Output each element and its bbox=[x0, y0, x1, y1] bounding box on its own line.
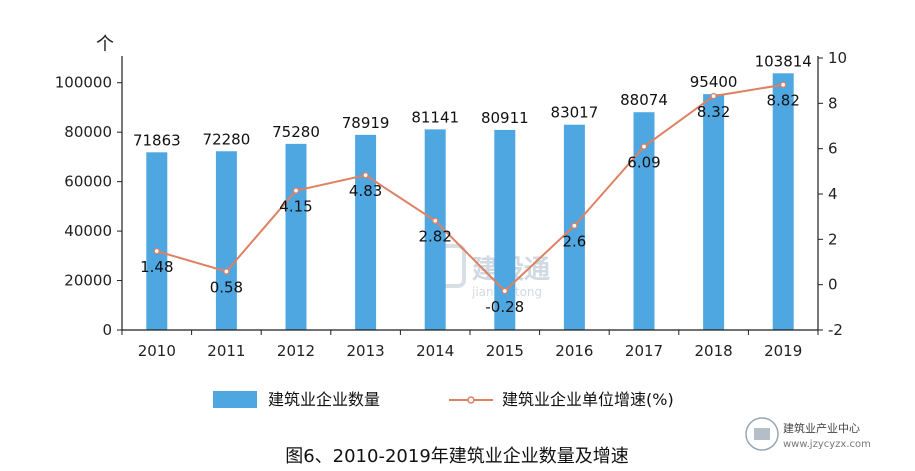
growth-value-label: 6.09 bbox=[627, 154, 660, 172]
bar-2014 bbox=[424, 129, 446, 330]
bar-value-label: 71863 bbox=[133, 131, 181, 149]
growth-value-label: 8.32 bbox=[697, 103, 730, 121]
bar-value-label: 88074 bbox=[620, 91, 668, 109]
right-tick-label: 10 bbox=[828, 49, 847, 67]
x-tick-label: 2010 bbox=[138, 342, 176, 360]
growth-value-label: 4.15 bbox=[279, 198, 312, 216]
growth-value-label: 0.58 bbox=[210, 279, 243, 297]
growth-point-2014 bbox=[432, 217, 439, 224]
legend-line-marker bbox=[467, 396, 475, 404]
growth-point-2011 bbox=[223, 268, 230, 275]
bar-2011 bbox=[215, 151, 237, 330]
growth-value-label: 2.82 bbox=[418, 228, 451, 246]
bar-2015 bbox=[494, 129, 516, 330]
growth-point-2015 bbox=[501, 287, 508, 295]
right-tick-label: 0 bbox=[828, 276, 838, 294]
legend-bar-swatch bbox=[213, 391, 257, 408]
x-tick-label: 2019 bbox=[764, 342, 802, 360]
legend-line-label: 建筑业企业单位增速(%) bbox=[502, 390, 674, 409]
logo-name: 建筑业产业中心 bbox=[783, 421, 860, 435]
growth-value-label: 2.6 bbox=[562, 233, 586, 251]
bar-2017 bbox=[633, 112, 655, 331]
bar-value-label: 80911 bbox=[481, 109, 529, 127]
data-labels: 71863 72280 75280 78919 81141 80911 83017 88074… bbox=[133, 52, 812, 316]
legend-bar-label: 建筑业企业数量 bbox=[268, 390, 380, 409]
growth-value-label: 4.83 bbox=[349, 182, 382, 200]
watermark: 建设通 jianshetong bbox=[430, 244, 550, 299]
bar-2019 bbox=[772, 73, 794, 330]
legend: 建筑业企业数量 建筑业企业单位增速(%) bbox=[213, 390, 674, 409]
bar-value-label: 78919 bbox=[342, 114, 390, 132]
growth-line bbox=[156, 83, 784, 293]
logo-building-icon bbox=[754, 428, 770, 440]
left-tick-label: 80000 bbox=[64, 123, 112, 141]
left-tick-label: 100000 bbox=[55, 74, 112, 92]
axes: 0 20000 40000 60000 80000 100000 -2 0 2 4 6 8 10 2010… bbox=[55, 49, 847, 360]
growth-point-2016 bbox=[571, 222, 578, 229]
growth-value-label: 1.48 bbox=[140, 258, 173, 276]
growth-point-2010 bbox=[153, 247, 160, 255]
x-tick-label: 2015 bbox=[486, 342, 524, 360]
growth-point-2013 bbox=[362, 172, 369, 179]
logo-url: www.jzycyzx.com bbox=[783, 439, 871, 450]
growth-point-2017 bbox=[640, 143, 648, 150]
growth-point-2019 bbox=[780, 81, 787, 88]
x-tick-label: 2018 bbox=[695, 342, 733, 360]
left-tick-label: 20000 bbox=[64, 272, 112, 290]
left-axis-unit: 个 bbox=[96, 34, 114, 55]
bar-2013 bbox=[355, 134, 377, 330]
bar-2010 bbox=[146, 152, 168, 330]
bar-value-label: 83017 bbox=[551, 104, 599, 122]
right-tick-label: 2 bbox=[828, 230, 838, 248]
growth-value-label: 8.82 bbox=[766, 92, 799, 110]
logo-icon bbox=[745, 417, 779, 451]
x-tick-label: 2013 bbox=[347, 342, 385, 360]
right-tick-label: 6 bbox=[828, 140, 838, 158]
x-tick-label: 2017 bbox=[625, 342, 663, 360]
x-tick-label: 2014 bbox=[416, 342, 454, 360]
bar-value-label: 95400 bbox=[690, 73, 738, 91]
line-series bbox=[153, 81, 787, 295]
bar-value-label: 72280 bbox=[203, 130, 251, 148]
left-tick-label: 0 bbox=[102, 321, 112, 339]
right-tick-label: 4 bbox=[828, 185, 838, 203]
left-tick-label: 40000 bbox=[64, 222, 112, 240]
chart-caption: 图6、2010-2019年建筑业企业数量及增速 bbox=[285, 446, 629, 467]
bar-value-label: 75280 bbox=[272, 123, 320, 141]
right-tick-label: -2 bbox=[828, 321, 843, 339]
bar-value-label: 81141 bbox=[411, 108, 459, 126]
growth-point-2018 bbox=[710, 92, 717, 100]
logo: 建筑业产业中心 www.jzycyzx.com bbox=[745, 417, 871, 451]
x-tick-label: 2011 bbox=[207, 342, 245, 360]
bar-2018 bbox=[703, 94, 725, 330]
right-tick-label: 8 bbox=[828, 94, 838, 112]
bar-value-label: 103814 bbox=[755, 52, 812, 70]
growth-value-label: -0.28 bbox=[485, 298, 524, 316]
bar-2012 bbox=[285, 143, 307, 330]
x-tick-label: 2012 bbox=[277, 342, 315, 360]
growth-point-2012 bbox=[292, 187, 300, 194]
x-tick-label: 2016 bbox=[555, 342, 593, 360]
left-tick-label: 60000 bbox=[64, 173, 112, 191]
